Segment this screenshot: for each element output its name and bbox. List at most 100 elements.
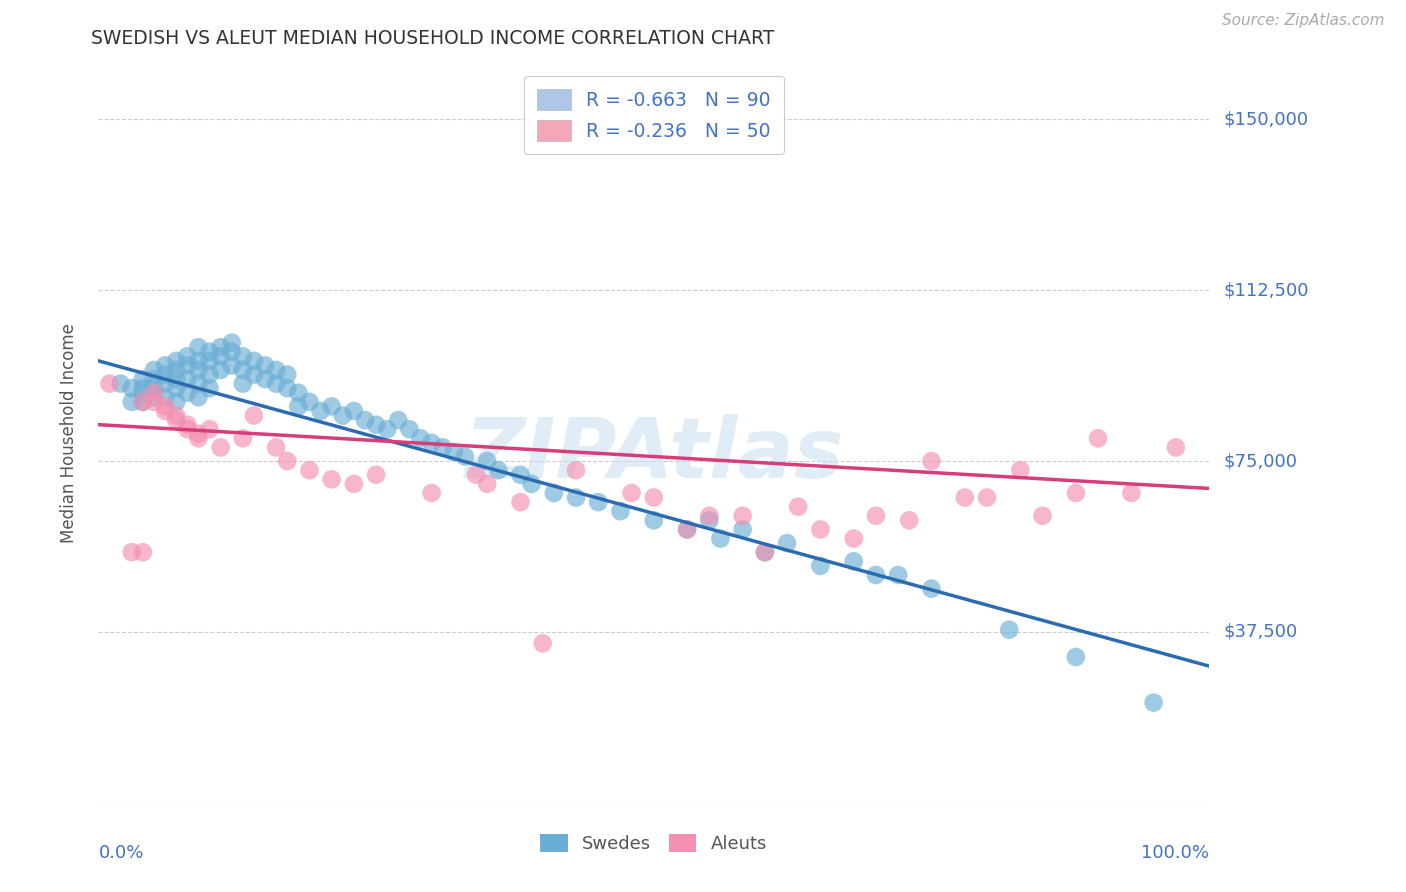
Point [509, 495, 531, 509]
Point [232, 363, 254, 377]
Point [121, 545, 143, 559]
Point [143, 390, 166, 404]
Point [375, 422, 398, 436]
Point [321, 400, 343, 414]
Point [509, 467, 531, 482]
Point [132, 381, 155, 395]
Point [643, 491, 665, 505]
Point [187, 390, 209, 404]
Point [143, 381, 166, 395]
Point [609, 504, 631, 518]
Point [253, 372, 276, 386]
Text: $75,000: $75,000 [1223, 452, 1298, 470]
Point [243, 368, 266, 382]
Point [209, 340, 232, 354]
Point [810, 558, 832, 573]
Point [398, 422, 420, 436]
Point [176, 385, 198, 400]
Point [387, 413, 409, 427]
Point [198, 354, 221, 368]
Point [420, 435, 443, 450]
Point [754, 545, 776, 559]
Point [699, 508, 721, 523]
Point [454, 450, 477, 464]
Text: $150,000: $150,000 [1223, 111, 1308, 128]
Point [754, 545, 776, 559]
Text: $112,500: $112,500 [1223, 281, 1309, 299]
Point [187, 376, 209, 391]
Point [366, 417, 388, 432]
Point [132, 395, 155, 409]
Point [887, 568, 910, 582]
Point [187, 426, 209, 441]
Point [132, 372, 155, 386]
Point [1064, 650, 1087, 665]
Point [1064, 486, 1087, 500]
Point [165, 413, 187, 427]
Point [153, 390, 176, 404]
Point [209, 349, 232, 363]
Point [865, 508, 887, 523]
Point [176, 372, 198, 386]
Point [543, 486, 565, 500]
Point [209, 363, 232, 377]
Point [276, 381, 298, 395]
Point [366, 467, 388, 482]
Point [132, 395, 155, 409]
Point [98, 376, 121, 391]
Point [143, 363, 166, 377]
Point [121, 381, 143, 395]
Point [343, 476, 366, 491]
Text: 100.0%: 100.0% [1142, 844, 1209, 862]
Text: $37,500: $37,500 [1223, 623, 1298, 641]
Point [475, 476, 498, 491]
Point [976, 491, 998, 505]
Point [1121, 486, 1143, 500]
Point [264, 441, 287, 455]
Point [420, 486, 443, 500]
Text: ZIPAtlas: ZIPAtlas [464, 414, 844, 495]
Point [676, 523, 699, 537]
Point [187, 354, 209, 368]
Point [1032, 508, 1054, 523]
Point [198, 368, 221, 382]
Point [153, 400, 176, 414]
Point [276, 368, 298, 382]
Point [121, 395, 143, 409]
Point [332, 409, 354, 423]
Point [198, 344, 221, 359]
Point [264, 376, 287, 391]
Point [475, 454, 498, 468]
Point [132, 385, 155, 400]
Point [776, 536, 799, 550]
Point [709, 532, 731, 546]
Point [520, 476, 543, 491]
Point [921, 582, 943, 596]
Point [198, 422, 221, 436]
Point [287, 400, 309, 414]
Point [998, 623, 1021, 637]
Point [232, 376, 254, 391]
Point [409, 431, 432, 445]
Point [343, 404, 366, 418]
Point [953, 491, 976, 505]
Point [187, 363, 209, 377]
Point [588, 495, 610, 509]
Point [921, 454, 943, 468]
Point [531, 636, 554, 650]
Point [276, 454, 298, 468]
Point [1087, 431, 1109, 445]
Point [486, 463, 509, 477]
Point [132, 545, 155, 559]
Point [176, 422, 198, 436]
Point [264, 363, 287, 377]
Point [1010, 463, 1032, 477]
Point [176, 417, 198, 432]
Point [221, 359, 243, 373]
Text: SWEDISH VS ALEUT MEDIAN HOUSEHOLD INCOME CORRELATION CHART: SWEDISH VS ALEUT MEDIAN HOUSEHOLD INCOME… [91, 29, 775, 47]
Point [176, 359, 198, 373]
Point [287, 385, 309, 400]
Point [298, 463, 321, 477]
Point [165, 409, 187, 423]
Text: Source: ZipAtlas.com: Source: ZipAtlas.com [1222, 13, 1385, 29]
